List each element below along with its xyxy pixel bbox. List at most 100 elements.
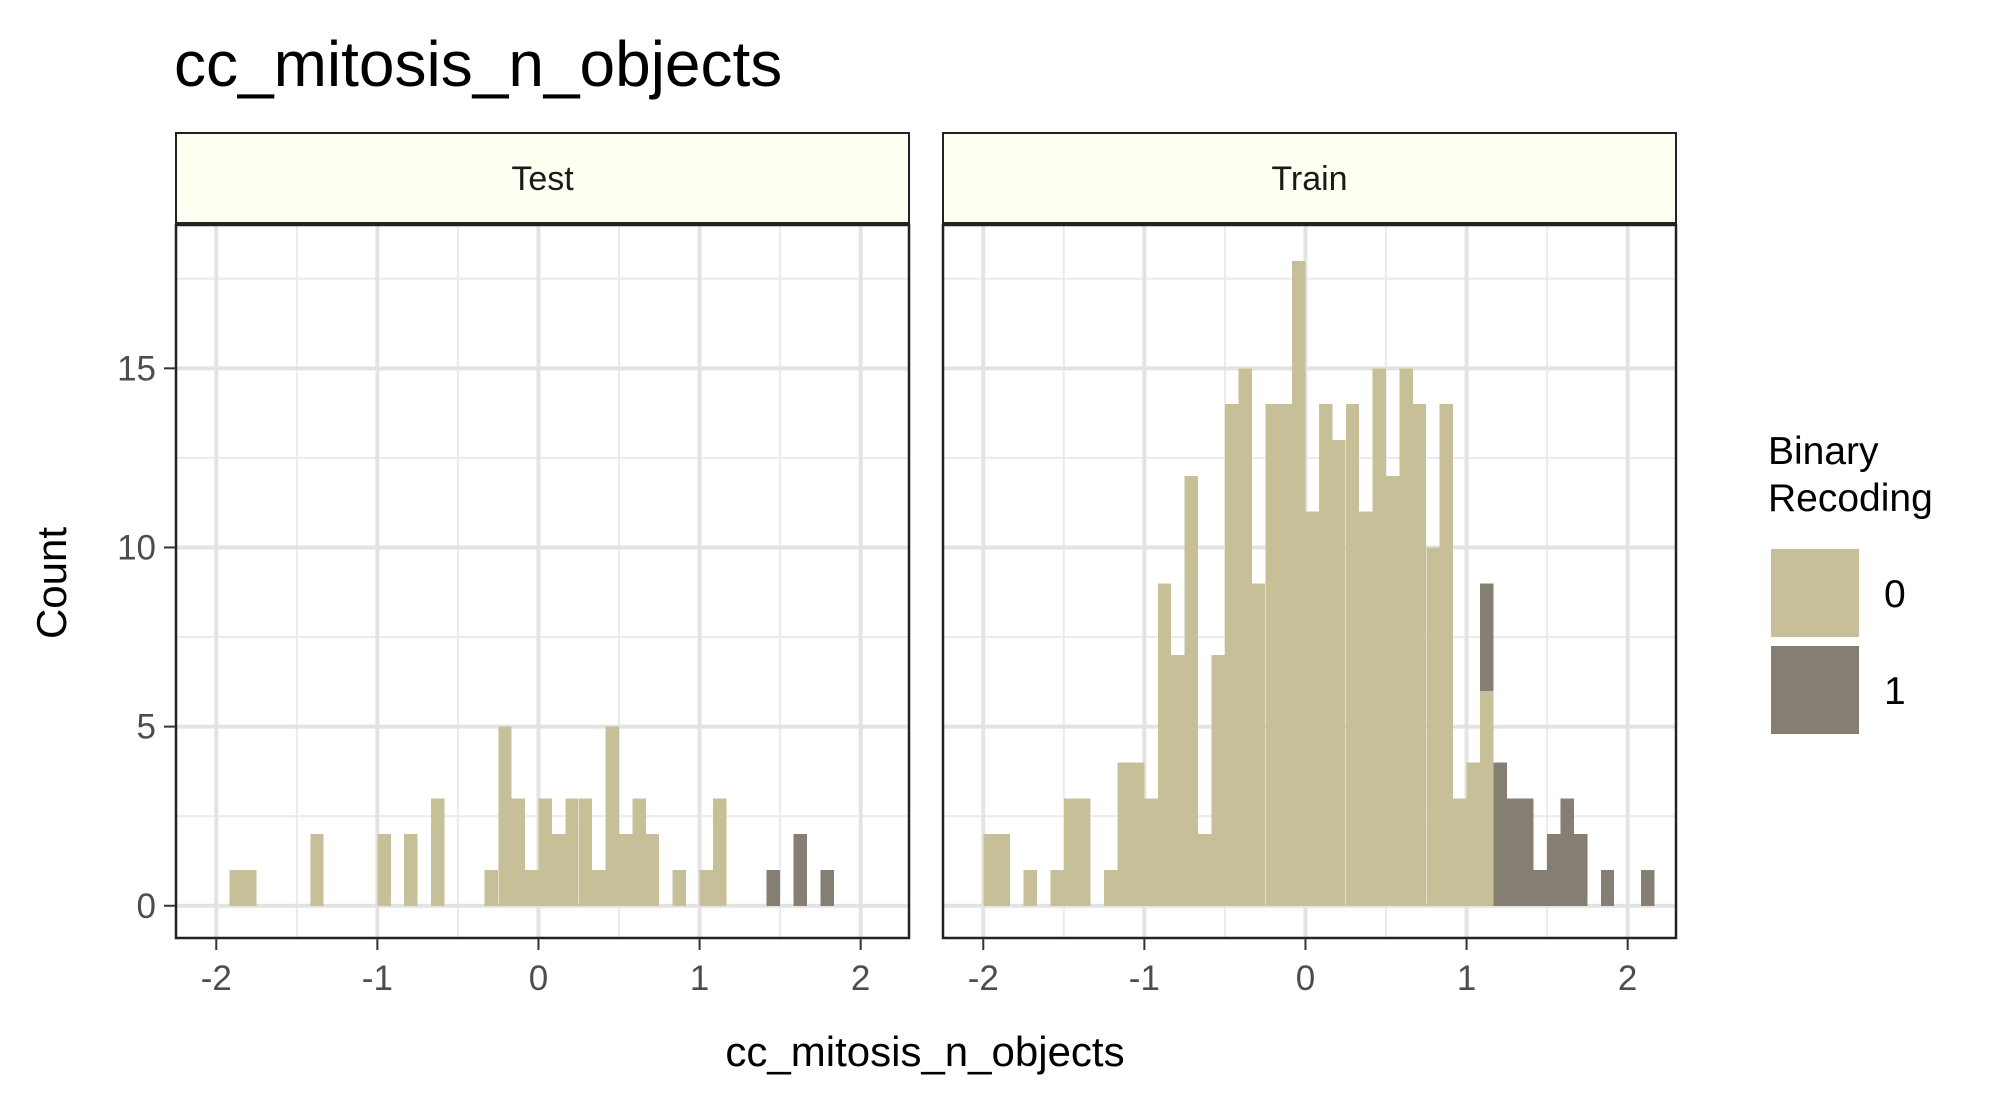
panel-border (174, 223, 911, 940)
x-axis-label: cc_mitosis_n_objects (725, 1028, 1124, 1075)
histogram-bar-group-0 (1291, 260, 1306, 906)
panel-train: Train -2 -1 0 1 2 (941, 132, 1678, 998)
panel-test: Test -2 -1 0 1 2 0 5 10 15 (117, 132, 911, 998)
histogram-bar-group-0 (1224, 404, 1239, 906)
legend-title-line-2: Recoding (1768, 477, 1933, 520)
x-tick-label: 0 (529, 959, 548, 998)
histogram-bar-group-0 (1466, 762, 1481, 906)
y-axis-label: Count (28, 527, 75, 639)
x-tick-label: 2 (1618, 959, 1637, 998)
y-tick-label: 15 (117, 349, 156, 388)
histogram-bar-group-0 (1345, 404, 1360, 906)
histogram-bar-group-0 (1063, 798, 1078, 906)
histogram-bar-group-0 (619, 834, 633, 906)
grid (176, 225, 909, 938)
histogram-bar-group-0 (632, 798, 646, 906)
histogram-bar-group-0 (538, 798, 552, 906)
histogram-bar-group-0 (1359, 511, 1373, 906)
histogram-bar-group-0 (1198, 834, 1212, 906)
histogram-bar-group-0 (565, 798, 579, 906)
histogram-bar-group-0 (484, 869, 499, 906)
chart-title: cc_mitosis_n_objects (174, 28, 782, 100)
histogram-bar-group-0 (1077, 798, 1091, 906)
histogram-bar-group-0 (672, 869, 687, 906)
panel-border (941, 223, 1678, 940)
histogram-bar-group-0 (524, 869, 539, 906)
histogram-bar-group-0 (1332, 439, 1346, 906)
bars (229, 726, 834, 906)
histogram-bar-group-1 (1479, 583, 1494, 691)
histogram-bar-group-0 (1184, 475, 1199, 906)
histogram-bar-group-0 (1117, 762, 1131, 906)
histogram-bar-group-0 (1104, 869, 1118, 906)
legend-label-0: 0 (1884, 573, 1906, 616)
histogram-bar-group-0 (1171, 654, 1185, 906)
histogram-bar-group-1 (766, 869, 781, 906)
histogram-bar-group-0 (229, 869, 244, 906)
histogram-bar-group-0 (1412, 404, 1427, 906)
histogram-bar-group-0 (1130, 762, 1145, 906)
histogram-bar-group-0 (377, 834, 391, 906)
x-tick-label: -1 (1129, 959, 1160, 998)
histogram-bar-group-0 (1318, 404, 1333, 906)
legend-label-1: 1 (1884, 670, 1906, 713)
histogram-bar-group-0 (578, 798, 593, 906)
facet-strip-label: Train (1271, 160, 1347, 198)
y-tick-label: 10 (117, 528, 156, 567)
histogram-bar-group-1 (1641, 869, 1655, 906)
histogram-bar-group-0 (645, 834, 660, 906)
histogram-bar-group-1 (1533, 869, 1548, 906)
histogram-bar-group-0 (996, 834, 1011, 906)
x-tick-label: -2 (201, 959, 232, 998)
x-tick-label: -2 (968, 959, 999, 998)
histogram-bar-group-1 (820, 869, 834, 906)
histogram-bar-group-0 (1144, 798, 1158, 906)
histogram-bar-group-0 (551, 834, 566, 906)
histogram-bar-group-0 (1426, 547, 1440, 906)
histogram-bar-group-0 (1479, 690, 1494, 906)
legend-key-1 (1771, 646, 1859, 734)
x-tick-label: -1 (362, 959, 393, 998)
histogram-bar-group-1 (1573, 834, 1588, 906)
histogram-bar-group-0 (1265, 404, 1279, 906)
x-tick-label: 1 (1457, 959, 1476, 998)
histogram-bar-group-0 (310, 834, 324, 906)
histogram-bar-group-0 (1050, 869, 1064, 906)
y-tick-label: 0 (137, 887, 156, 926)
histogram-bar-group-0 (1238, 368, 1252, 906)
histogram-bar-group-1 (1506, 798, 1521, 906)
histogram-bar-group-0 (1278, 404, 1293, 906)
histogram-bar-group-1 (1600, 869, 1615, 906)
legend-title-line-1: Binary (1768, 430, 1879, 473)
histogram-bar-group-0 (605, 726, 619, 906)
x-tick-label: 0 (1296, 959, 1315, 998)
histogram-bar-group-0 (431, 798, 445, 906)
histogram-bar-group-1 (793, 834, 807, 906)
histogram-bar-group-1 (1493, 762, 1507, 906)
histogram-bar-group-0 (1211, 654, 1225, 906)
facet-strip (175, 132, 910, 224)
histogram-bar-group-0 (983, 834, 997, 906)
histogram-bar-group-0 (592, 869, 606, 906)
histogram-bar-group-0 (699, 869, 714, 906)
histogram-bar-group-0 (1372, 368, 1386, 906)
facet-panels: Test -2 -1 0 1 2 0 5 10 15 Train -2 -1 0 1 2 (117, 132, 1678, 998)
histogram-bar-group-0 (712, 798, 727, 906)
histogram-bar-group-0 (1251, 583, 1266, 906)
histogram-bar-group-1 (1560, 798, 1574, 906)
histogram-bar-group-0 (498, 726, 512, 906)
histogram-bar-group-0 (1399, 368, 1413, 906)
x-tick-label: 1 (690, 959, 709, 998)
x-tick-label: 2 (851, 959, 870, 998)
y-tick-label: 5 (137, 708, 156, 747)
histogram-bar-group-0 (1023, 869, 1038, 906)
legend-key-0 (1771, 549, 1859, 637)
histogram-bar-group-0 (243, 869, 257, 906)
histogram-bar-group-0 (404, 834, 418, 906)
histogram-bar-group-1 (1520, 798, 1534, 906)
histogram-bar-group-0 (511, 798, 526, 906)
bars (983, 260, 1655, 906)
histogram-bar-group-0 (1453, 798, 1467, 906)
facet-strip (942, 132, 1677, 224)
